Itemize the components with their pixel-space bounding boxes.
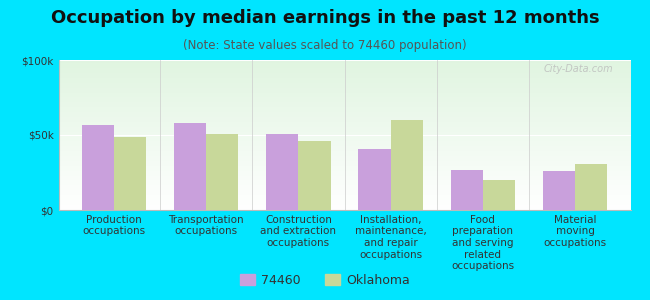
Bar (483, 180, 515, 210)
Bar (358, 148, 391, 210)
Text: Occupation by median earnings in the past 12 months: Occupation by median earnings in the pas… (51, 9, 599, 27)
Bar (575, 164, 608, 210)
Bar (206, 134, 239, 210)
Bar (450, 169, 483, 210)
Text: (Note: State values scaled to 74460 population): (Note: State values scaled to 74460 popu… (183, 39, 467, 52)
Bar (174, 123, 206, 210)
Bar (298, 141, 331, 210)
Bar (543, 171, 575, 210)
Bar (81, 124, 114, 210)
Bar (266, 134, 298, 210)
Bar (391, 120, 423, 210)
Text: City-Data.com: City-Data.com (543, 64, 614, 74)
Bar (114, 136, 146, 210)
Legend: 74460, Oklahoma: 74460, Oklahoma (236, 270, 414, 291)
